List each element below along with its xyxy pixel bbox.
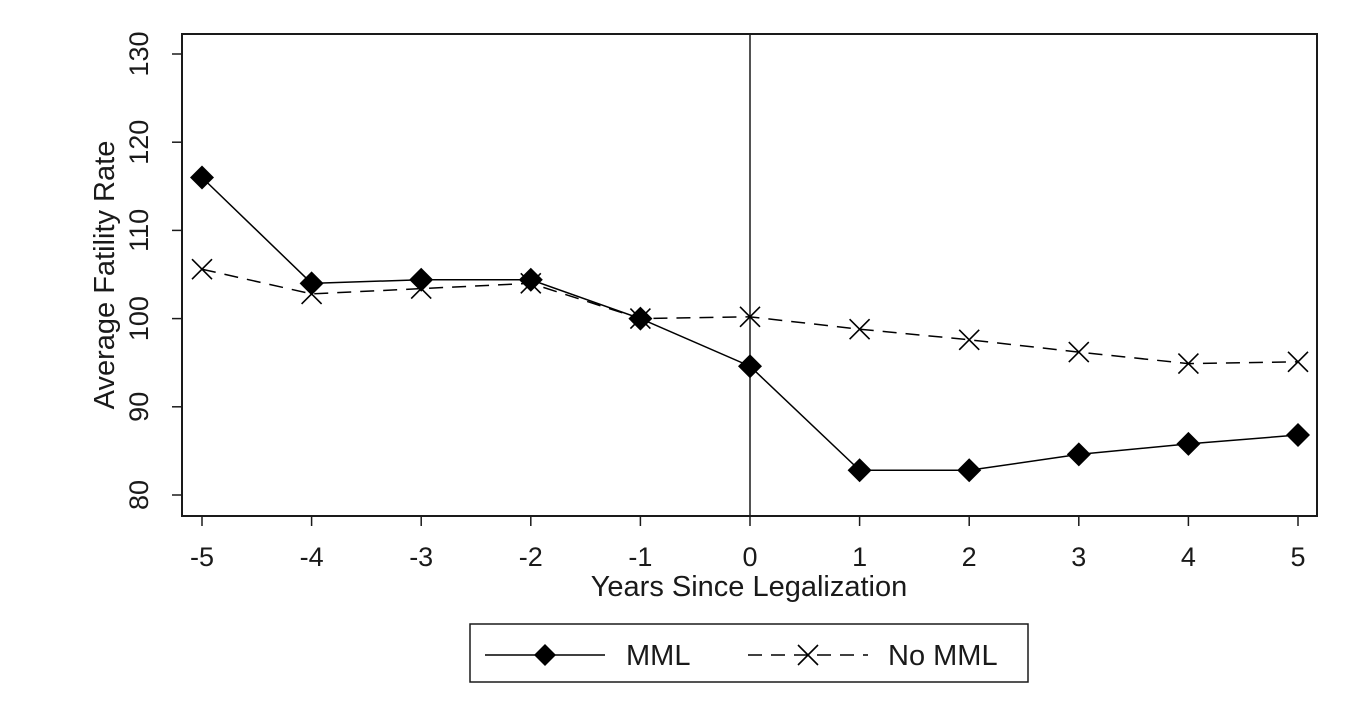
data-point-mml <box>738 354 762 379</box>
legend: MML No MML <box>469 623 1029 683</box>
x-tick-label: 0 <box>742 542 757 572</box>
x-tick-label: 4 <box>1181 542 1196 572</box>
data-point-no-mml <box>191 258 213 280</box>
data-point-mml <box>847 458 872 483</box>
data-point-mml <box>190 165 214 190</box>
x-tick-label: -4 <box>300 542 324 572</box>
legend-box <box>469 623 1029 683</box>
data-point-no-mml <box>958 329 980 351</box>
data-point-no-mml <box>739 306 761 328</box>
x-axis: -5 -4 -3 -2 -1 0 1 2 3 4 5 <box>190 516 1306 572</box>
y-tick-label: 130 <box>124 31 154 76</box>
data-point-mml <box>518 267 543 292</box>
data-point-mml <box>957 458 982 483</box>
data-point-no-mml <box>520 272 542 294</box>
x-tick-label: -5 <box>190 542 214 572</box>
y-axis-title: Average Fatility Rate <box>89 141 121 410</box>
data-point-mml <box>1066 442 1091 467</box>
data-point-no-mml <box>1177 353 1199 375</box>
legend-label-mml: MML <box>626 640 690 672</box>
legend-label-no-mml: No MML <box>888 640 998 672</box>
data-point-mml <box>1286 423 1310 448</box>
data-point-no-mml <box>1287 351 1309 373</box>
y-tick-label: 90 <box>124 392 154 422</box>
y-tick-label: 100 <box>124 296 154 341</box>
x-tick-label: -1 <box>628 542 652 572</box>
data-point-no-mml <box>410 278 432 300</box>
legend-marker-mml <box>534 644 556 666</box>
data-point-mml <box>409 267 434 292</box>
x-axis-title: Years Since Legalization <box>591 571 908 603</box>
data-point-mml <box>1176 431 1201 456</box>
x-tick-label: 1 <box>852 542 867 572</box>
data-point-no-mml <box>301 283 323 305</box>
y-axis: 80 90 100 110 120 130 <box>124 31 182 510</box>
x-tick-label: 3 <box>1071 542 1086 572</box>
data-point-mml <box>299 271 324 296</box>
data-point-no-mml <box>849 318 871 340</box>
legend-marker-no-mml <box>797 644 819 666</box>
x-tick-label: 2 <box>962 542 977 572</box>
x-tick-label: -3 <box>409 542 433 572</box>
x-tick-label: -2 <box>519 542 543 572</box>
data-point-no-mml <box>1068 341 1090 363</box>
x-tick-label: 5 <box>1290 542 1305 572</box>
y-tick-label: 110 <box>124 209 154 252</box>
y-tick-label: 120 <box>124 120 154 165</box>
series-layer <box>190 165 1310 483</box>
data-point-no-mml <box>629 308 651 330</box>
y-tick-label: 80 <box>124 480 154 510</box>
